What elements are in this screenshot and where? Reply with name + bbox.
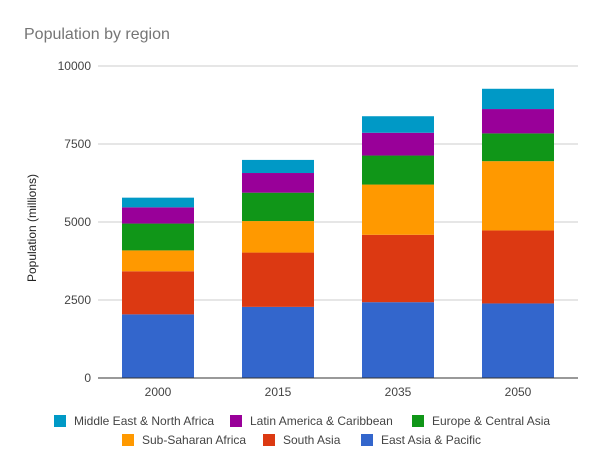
bar-segment — [122, 207, 194, 224]
bar-segment — [242, 192, 314, 222]
legend-swatch — [412, 415, 424, 427]
legend-swatch — [361, 434, 373, 446]
bar-segment — [242, 159, 314, 174]
legend-label: Sub-Saharan Africa — [142, 433, 246, 447]
y-tick-label: 2500 — [64, 293, 91, 307]
y-axis-title: Population (millions) — [25, 174, 39, 282]
x-tick-label: 2035 — [385, 385, 412, 399]
bars — [122, 88, 554, 378]
bar-segment — [482, 230, 554, 304]
bar-segment — [242, 252, 314, 307]
legend-label: East Asia & Pacific — [381, 433, 481, 447]
bar-segment — [482, 161, 554, 231]
x-tick-label: 2015 — [265, 385, 292, 399]
x-axis-ticks: 2000 2015 2035 2050 — [145, 385, 532, 399]
legend-swatch — [122, 434, 134, 446]
bar-segment — [362, 116, 434, 133]
x-tick-label: 2000 — [145, 385, 172, 399]
bar-segment — [362, 302, 434, 378]
legend-swatch — [263, 434, 275, 446]
legend: Middle East & North Africa Latin America … — [54, 414, 550, 447]
legend-label: Europe & Central Asia — [432, 414, 550, 428]
bar-segment — [482, 88, 554, 110]
y-tick-label: 0 — [84, 371, 91, 385]
bar-segment — [122, 314, 194, 378]
legend-label: Latin America & Caribbean — [250, 414, 393, 428]
bar-segment — [122, 250, 194, 272]
bar-segment — [362, 155, 434, 185]
legend-swatch — [230, 415, 242, 427]
bar-segment — [242, 221, 314, 253]
y-axis-ticks: 0 2500 5000 7500 10000 — [58, 59, 92, 385]
y-tick-label: 10000 — [58, 59, 92, 73]
y-tick-label: 5000 — [64, 215, 91, 229]
bar-segment — [122, 271, 194, 315]
legend-label: South Asia — [283, 433, 341, 447]
bar-segment — [482, 133, 554, 162]
bar-segment — [242, 173, 314, 193]
bar-segment — [482, 303, 554, 378]
bar-segment — [362, 132, 434, 156]
chart-title: Population by region — [24, 26, 170, 43]
bar-segment — [242, 306, 314, 378]
bar-segment — [482, 109, 554, 134]
bar-segment — [362, 184, 434, 235]
x-tick-label: 2050 — [505, 385, 532, 399]
bar-segment — [362, 234, 434, 303]
legend-label: Middle East & North Africa — [74, 414, 214, 428]
legend-swatch — [54, 415, 66, 427]
y-tick-label: 7500 — [64, 137, 91, 151]
bar-segment — [122, 197, 194, 208]
bar-segment — [122, 223, 194, 251]
